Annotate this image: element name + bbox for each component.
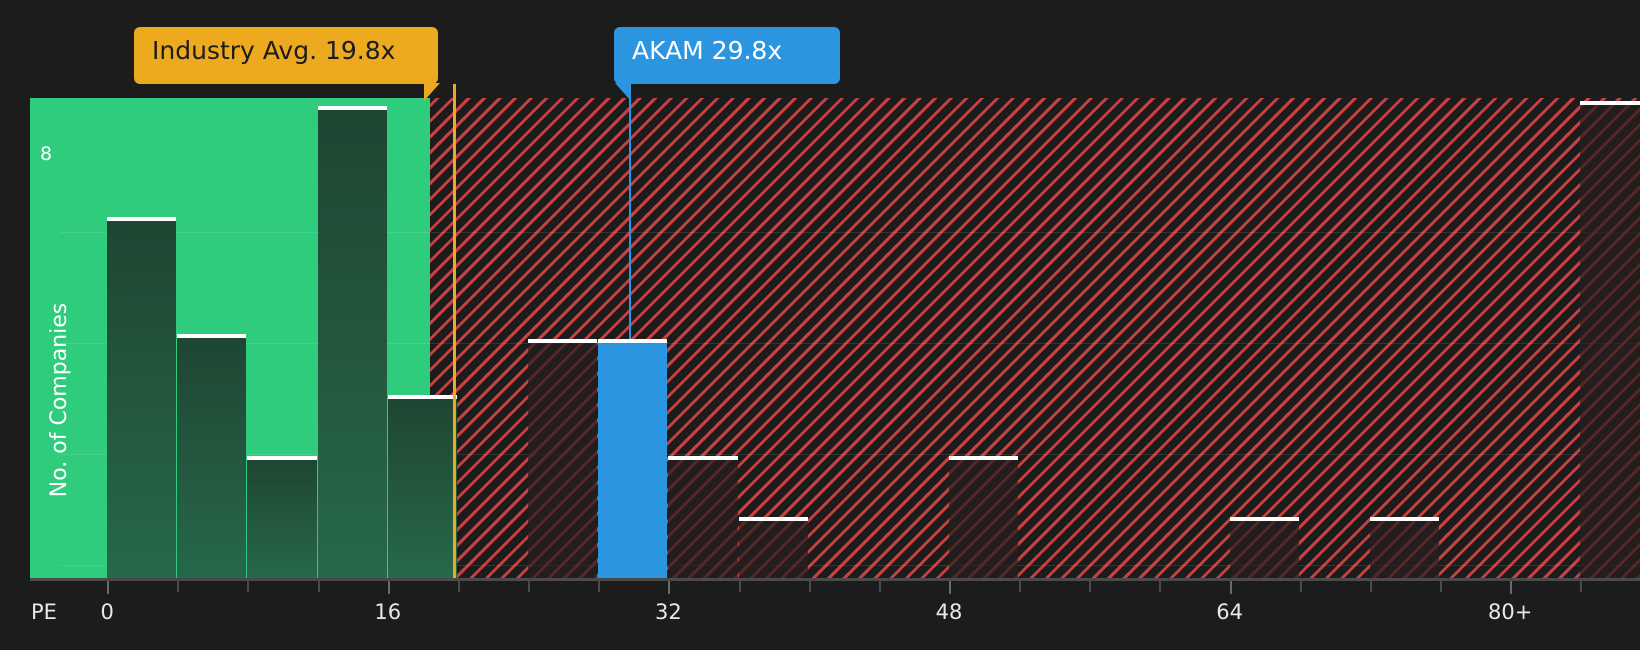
x-axis-line: [30, 578, 1640, 581]
bar-cap: [948, 455, 1019, 460]
x-tick: [1159, 581, 1162, 592]
bar-cap: [247, 455, 317, 460]
bar-body: [1229, 520, 1299, 578]
x-tick: [1019, 581, 1022, 592]
x-tick: [1369, 581, 1372, 592]
bar-cap: [177, 333, 247, 338]
bar-cap: [1580, 100, 1640, 105]
x-tick: [177, 581, 180, 592]
histogram-bar[interactable]: [317, 106, 387, 578]
bar-cap: [387, 394, 457, 399]
gridline: [60, 454, 1640, 456]
company-marker-label[interactable]: AKAM 29.8x: [614, 27, 840, 84]
x-tick: [1510, 581, 1513, 594]
gridline: [60, 565, 1640, 567]
bar-body: [948, 459, 1019, 578]
x-tick: [317, 581, 320, 592]
plot-area: [30, 98, 1640, 578]
histogram-bar[interactable]: [107, 217, 177, 578]
x-tick: [528, 581, 531, 592]
bar-body: [317, 110, 387, 578]
x-axis-title: PE: [31, 600, 57, 624]
x-tick: [1089, 581, 1092, 592]
bar-cap: [317, 106, 387, 111]
histogram-bar[interactable]: [247, 455, 317, 578]
bar-cap: [598, 339, 668, 344]
histogram-bar[interactable]: [177, 333, 247, 578]
bar-body: [247, 459, 317, 578]
bar-body: [598, 343, 668, 578]
histogram-bar[interactable]: [1580, 100, 1640, 578]
x-tick: [387, 581, 390, 594]
bar-cap: [668, 455, 738, 460]
x-tick: [878, 581, 881, 592]
histogram-bar[interactable]: [1369, 516, 1440, 578]
x-tick: [457, 581, 460, 592]
overvalued-zone: [429, 98, 1640, 578]
y-tick-label: 8: [40, 143, 53, 166]
bar-body: [528, 343, 598, 578]
gridline: [60, 343, 1640, 345]
x-tick-label: 80+: [1488, 600, 1533, 624]
x-tick-label: 48: [935, 600, 963, 624]
bar-body: [1580, 104, 1640, 578]
x-tick-label: 32: [655, 600, 682, 624]
bar-body: [668, 459, 738, 578]
x-tick: [247, 581, 250, 592]
x-tick-label: 0: [100, 600, 114, 624]
bar-body: [107, 221, 177, 578]
x-tick: [107, 581, 110, 594]
x-tick-label: 64: [1216, 600, 1243, 624]
x-tick: [1440, 581, 1443, 592]
x-tick: [808, 581, 811, 592]
industry-average-line: [453, 84, 457, 578]
histogram-bar[interactable]: [528, 339, 598, 578]
x-tick-label: 16: [374, 600, 402, 624]
y-axis-title: No. of Companies: [47, 302, 72, 498]
company-marker-tail: [615, 83, 631, 101]
histogram-bar[interactable]: [668, 455, 738, 578]
x-tick: [1299, 581, 1302, 592]
bar-body: [177, 337, 247, 578]
company-marker-line: [628, 84, 631, 340]
histogram-bar[interactable]: [387, 394, 457, 578]
x-tick: [668, 581, 671, 594]
histogram-bar[interactable]: [1229, 516, 1299, 578]
x-tick: [598, 581, 601, 592]
histogram-bars: [30, 98, 1640, 578]
x-tick: [1580, 581, 1583, 592]
x-tick: [948, 581, 951, 594]
histogram-bar[interactable]: [948, 455, 1019, 578]
industry-average-label[interactable]: Industry Avg. 19.8x: [134, 27, 438, 84]
gridline: [60, 232, 1640, 234]
x-tick: [738, 581, 741, 592]
bar-body: [738, 520, 808, 578]
bar-cap: [528, 339, 598, 344]
bar-cap: [738, 516, 808, 521]
x-tick: [1229, 581, 1232, 594]
bar-cap: [107, 217, 177, 222]
bar-body: [1369, 520, 1440, 578]
industry-average-tail: [424, 83, 440, 101]
bar-cap: [1229, 516, 1299, 521]
highlighted-bar[interactable]: [598, 339, 668, 578]
bar-body: [387, 398, 457, 578]
bar-cap: [1369, 516, 1440, 521]
histogram-bar[interactable]: [738, 516, 808, 578]
